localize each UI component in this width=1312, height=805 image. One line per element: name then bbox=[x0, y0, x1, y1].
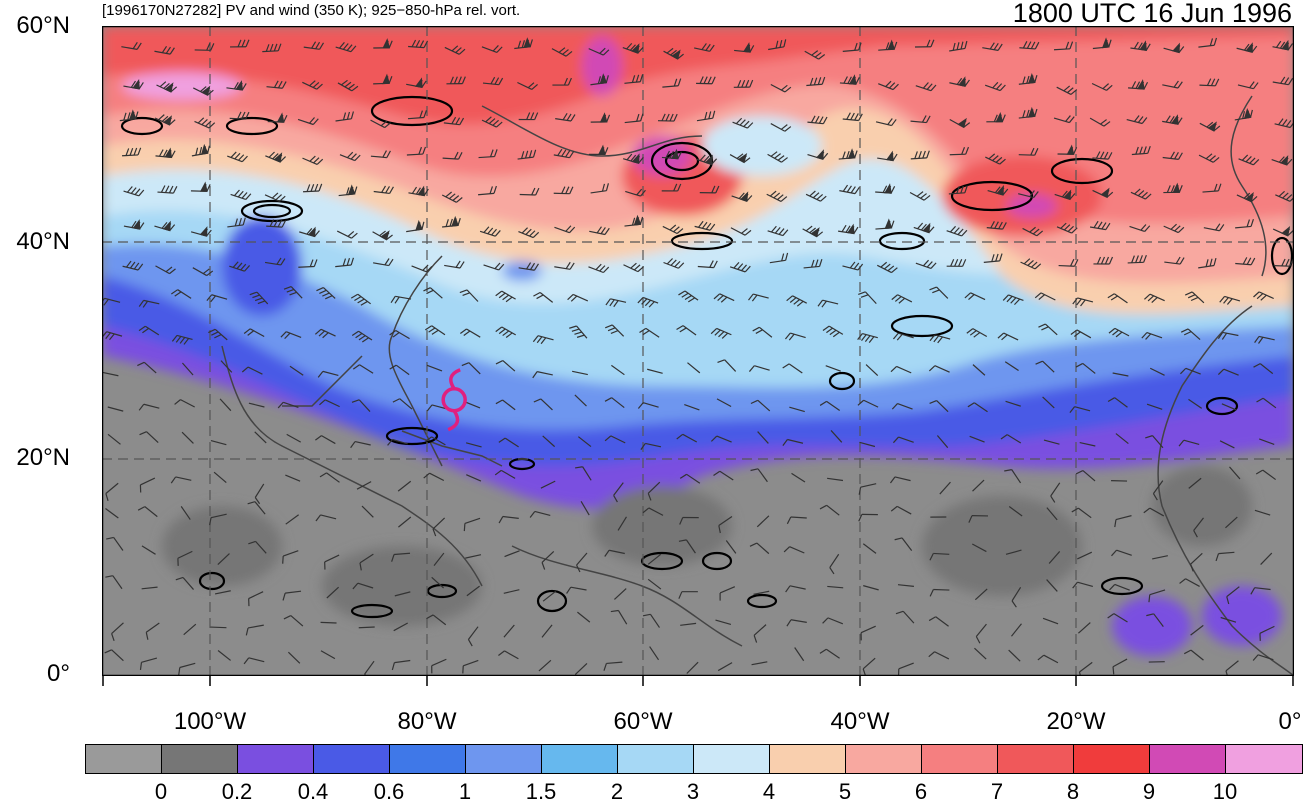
colorbar-swatch bbox=[1150, 745, 1226, 773]
colorbar-swatch bbox=[618, 745, 694, 773]
lat-label-20n: 20°N bbox=[0, 444, 70, 472]
colorbar-label: 10 bbox=[1213, 779, 1237, 805]
colorbar-label: 0.2 bbox=[222, 779, 253, 805]
colorbar-swatch bbox=[694, 745, 770, 773]
colorbar-label: 4 bbox=[763, 779, 775, 805]
colorbar-label: 8 bbox=[1067, 779, 1079, 805]
lon-label-40w: 40°W bbox=[831, 708, 890, 736]
colorbar-swatch bbox=[922, 745, 998, 773]
colorbar-label: 1.5 bbox=[526, 779, 557, 805]
colorbar-label: 3 bbox=[687, 779, 699, 805]
colorbar-swatch bbox=[1226, 745, 1302, 773]
colorbar-label: 1 bbox=[459, 779, 471, 805]
colorbar-swatch bbox=[770, 745, 846, 773]
colorbar-swatch bbox=[86, 745, 162, 773]
colorbar-swatch bbox=[1074, 745, 1150, 773]
wind-barb bbox=[210, 627, 226, 628]
colorbar-swatch bbox=[466, 745, 542, 773]
lon-label-100w: 100°W bbox=[174, 708, 246, 736]
plot-title: [1996170N27282] PV and wind (350 K); 925… bbox=[102, 2, 520, 19]
lon-label-0: 0° bbox=[1279, 708, 1302, 736]
colorbar-label: 9 bbox=[1143, 779, 1155, 805]
wind-barb bbox=[359, 627, 375, 628]
colorbar-swatch bbox=[390, 745, 466, 773]
colorbar-swatch bbox=[542, 745, 618, 773]
colorbar-swatch bbox=[846, 745, 922, 773]
colorbar-swatch bbox=[162, 745, 238, 773]
colorbar-swatch bbox=[998, 745, 1074, 773]
colorbar-label: 0.6 bbox=[374, 779, 405, 805]
lon-ticks bbox=[102, 676, 1294, 688]
colorbar-label: 0.4 bbox=[298, 779, 329, 805]
lon-label-20w: 20°W bbox=[1047, 708, 1106, 736]
map-panel bbox=[102, 26, 1294, 676]
valid-time: 1800 UTC 16 Jun 1996 bbox=[1013, 0, 1292, 29]
lat-label-40n: 40°N bbox=[0, 228, 70, 256]
wind-barb bbox=[321, 622, 337, 623]
colorbar bbox=[85, 744, 1303, 774]
colorbar-label: 6 bbox=[915, 779, 927, 805]
colorbar-swatch bbox=[314, 745, 390, 773]
lon-label-80w: 80°W bbox=[398, 708, 457, 736]
lat-label-60n: 60°N bbox=[0, 12, 70, 40]
colorbar-label: 5 bbox=[839, 779, 851, 805]
lat-label-0: 0° bbox=[0, 660, 70, 688]
colorbar-label: 7 bbox=[991, 779, 1003, 805]
colorbar-swatch bbox=[238, 745, 314, 773]
colorbar-label: 0 bbox=[155, 779, 167, 805]
colorbar-label: 2 bbox=[611, 779, 623, 805]
lon-label-60w: 60°W bbox=[614, 708, 673, 736]
